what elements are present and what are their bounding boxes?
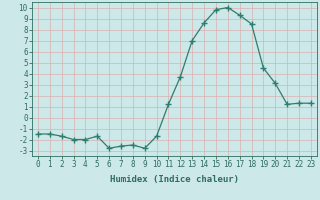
X-axis label: Humidex (Indice chaleur): Humidex (Indice chaleur) <box>110 175 239 184</box>
